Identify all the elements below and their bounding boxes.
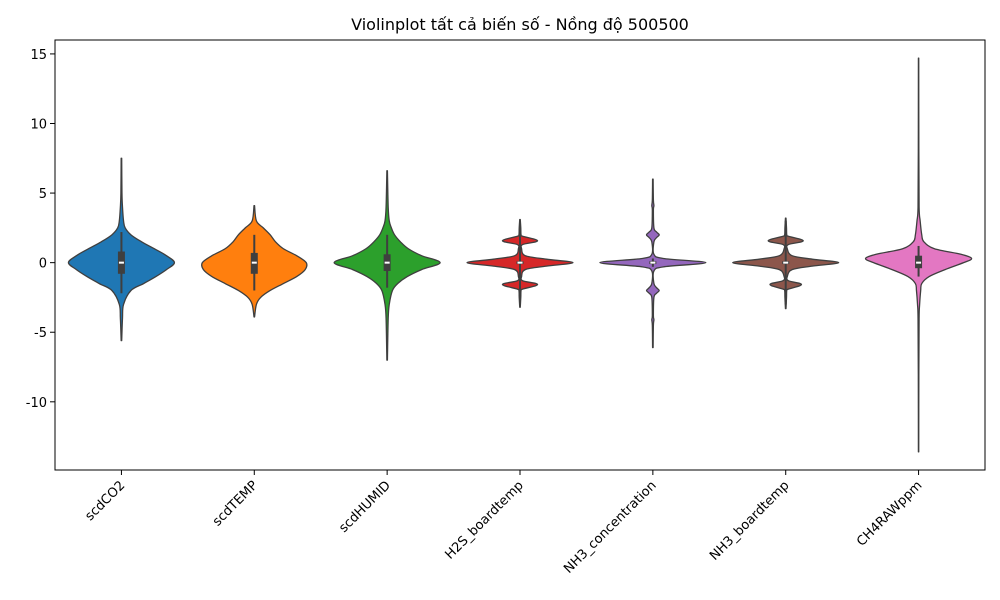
y-tick-label: 5: [39, 187, 47, 202]
violin-median: [251, 261, 257, 264]
x-tick-label: H2S_boardtemp: [442, 478, 526, 562]
violin-median: [783, 261, 789, 264]
x-tick-label: NH3_boardtemp: [707, 478, 792, 563]
violin-median: [384, 261, 390, 264]
x-tick-label: CH4RAWppm: [854, 478, 925, 549]
violin-median: [118, 261, 124, 264]
y-tick-label: -5: [34, 326, 47, 341]
chart-title: Violinplot tất cả biến số - Nồng độ 5005…: [351, 15, 689, 34]
violin-group: [67, 57, 973, 453]
x-tick-label: scdCO2: [82, 478, 128, 524]
violin-median: [650, 261, 656, 264]
y-axis: -10 -5 0 5 10 15: [26, 48, 55, 411]
x-axis: scdCO2 scdTEMP scdHUMID H2S_boardtemp NH3_co…: [82, 470, 925, 577]
violin-median: [517, 261, 523, 264]
x-tick-label: NH3_concentration: [561, 478, 660, 577]
x-tick-label: scdHUMID: [336, 478, 394, 536]
y-tick-label: -10: [26, 396, 47, 411]
violin-median: [916, 261, 922, 264]
y-tick-label: 0: [39, 257, 47, 272]
y-tick-label: 10: [30, 117, 47, 132]
x-tick-label: scdTEMP: [210, 478, 261, 529]
y-tick-label: 15: [30, 48, 47, 63]
